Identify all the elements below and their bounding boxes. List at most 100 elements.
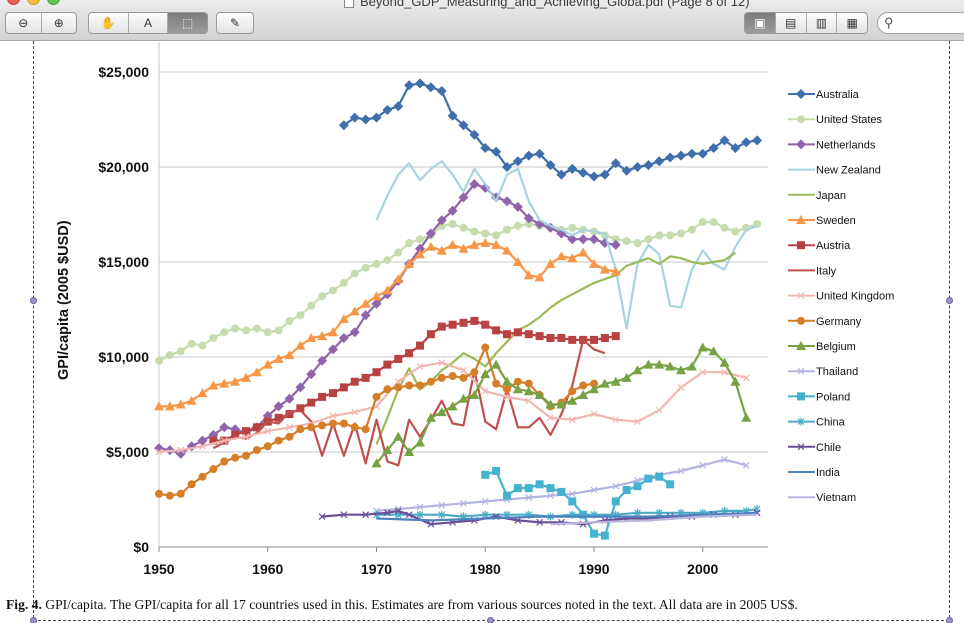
- zoom-in-button[interactable]: ⊕: [42, 13, 77, 33]
- zoom-window-button[interactable]: [47, 0, 60, 5]
- data-point-chile: [318, 513, 326, 521]
- selection-handle-left[interactable]: [30, 297, 37, 304]
- series-line-japan: [375, 251, 737, 445]
- data-point-united-states: [329, 286, 337, 295]
- data-point-germany: [470, 368, 479, 377]
- data-point-sweden: [164, 401, 175, 411]
- grid-icon: ▦: [846, 16, 858, 30]
- move-tool-button[interactable]: ✋: [89, 13, 129, 33]
- annotate-control: ✎: [216, 12, 254, 34]
- legend-marker-germany: [797, 316, 805, 325]
- zoom-out-icon: ⊖: [18, 16, 29, 30]
- data-point-thailand: [547, 492, 554, 500]
- selection-handle-bottom-left[interactable]: [30, 617, 37, 623]
- data-point-poland: [535, 480, 544, 489]
- data-point-united-kingdom: [460, 366, 467, 374]
- data-point-poland: [557, 487, 566, 496]
- data-point-united-kingdom: [547, 414, 554, 422]
- select-tool-button[interactable]: ⬚: [168, 13, 207, 33]
- data-point-poland: [481, 470, 490, 479]
- data-point-united-kingdom: [438, 359, 446, 367]
- data-point-united-states: [372, 259, 381, 268]
- legend-item-poland: Poland: [788, 391, 850, 403]
- data-point-austria: [600, 334, 609, 342]
- legend-item-china: China: [788, 417, 846, 429]
- data-point-austria: [568, 335, 577, 344]
- text-tool-button[interactable]: A: [129, 13, 169, 33]
- data-point-austria: [318, 392, 327, 401]
- toolbar: Beyond_GDP_Measuring_and_Achieving_Globa…: [0, 0, 964, 41]
- data-point-united-states: [492, 231, 501, 240]
- data-point-thailand: [438, 501, 446, 509]
- data-point-chile: [536, 518, 544, 526]
- data-point-china: [634, 508, 641, 517]
- data-point-germany: [383, 385, 392, 394]
- selection-right-edge[interactable]: [949, 41, 950, 623]
- data-point-belgium: [708, 346, 719, 356]
- legend-marker-belgium: [796, 341, 806, 350]
- close-window-button[interactable]: [7, 0, 20, 5]
- data-point-germany: [155, 489, 163, 498]
- series-japan: [375, 251, 737, 445]
- minimize-window-button[interactable]: [27, 0, 40, 5]
- data-point-germany: [187, 480, 196, 489]
- selection-handle-right[interactable]: [946, 297, 953, 304]
- y-tick-label: $20,000: [98, 159, 149, 175]
- series-new-zealand: [375, 160, 758, 330]
- data-point-united-states: [709, 218, 718, 227]
- data-point-sweden: [371, 291, 382, 301]
- view-sidebar-button[interactable]: ▤: [776, 13, 807, 33]
- data-point-sweden: [251, 367, 262, 377]
- data-point-poland: [492, 467, 501, 475]
- legend-label-new-zealand: New Zealand: [816, 165, 881, 177]
- data-point-germany: [492, 379, 501, 388]
- sidebar-icon: ▤: [784, 16, 797, 30]
- view-contact-sheet-button[interactable]: ▦: [837, 13, 867, 33]
- data-point-germany: [285, 432, 294, 441]
- legend-item-italy: Italy: [788, 265, 837, 277]
- data-point-austria: [307, 398, 316, 407]
- data-point-belgium: [415, 437, 425, 447]
- data-point-austria: [405, 349, 414, 358]
- selection-handle-bottom[interactable]: [487, 617, 494, 623]
- data-point-austria: [481, 320, 490, 329]
- series-australia: [338, 78, 763, 182]
- data-point-australia: [686, 148, 697, 159]
- data-point-belgium: [730, 376, 741, 386]
- search-field[interactable]: ⚲: [877, 12, 964, 34]
- data-point-netherlands: [197, 435, 208, 446]
- series-line-new-zealand: [375, 160, 758, 330]
- zoom-out-button[interactable]: ⊖: [6, 13, 42, 33]
- legend-label-china: China: [816, 417, 846, 429]
- data-point-sweden: [469, 239, 480, 249]
- data-point-netherlands: [447, 205, 458, 216]
- text-select-icon: A: [144, 16, 153, 30]
- selection-left-edge[interactable]: [33, 41, 34, 623]
- data-point-sweden: [284, 350, 295, 360]
- series-united-kingdom: [155, 359, 750, 456]
- view-single-button[interactable]: ▣: [745, 13, 776, 33]
- annotate-button[interactable]: ✎: [217, 13, 253, 33]
- data-point-thailand: [721, 456, 728, 464]
- data-point-australia: [752, 135, 763, 146]
- x-tick-label: 2000: [687, 561, 718, 577]
- selection-handle-bottom-right[interactable]: [946, 617, 953, 623]
- data-point-germany: [220, 457, 229, 466]
- data-point-united-states: [731, 227, 740, 236]
- data-point-united-states: [677, 229, 685, 238]
- view-two-page-button[interactable]: ▥: [807, 13, 838, 33]
- data-point-germany: [242, 451, 250, 460]
- data-point-belgium: [632, 365, 643, 375]
- legend-item-sweden: Sweden: [788, 215, 856, 227]
- data-point-australia: [610, 158, 621, 169]
- data-point-australia: [676, 150, 686, 161]
- y-tick-label: $0: [133, 539, 149, 555]
- zoom-in-icon: ⊕: [53, 16, 64, 30]
- data-point-germany: [579, 381, 588, 390]
- legend-marker-chile: [797, 443, 805, 451]
- two-page-icon: ▥: [815, 16, 828, 30]
- data-point-china: [481, 510, 489, 519]
- data-point-belgium: [665, 361, 676, 371]
- data-point-united-kingdom: [699, 368, 707, 376]
- data-point-sweden: [556, 251, 567, 261]
